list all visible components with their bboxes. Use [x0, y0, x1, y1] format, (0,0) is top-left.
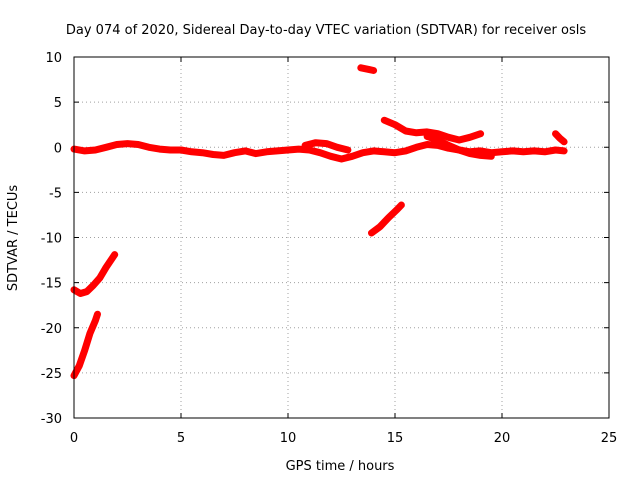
series-late-hook: [552, 130, 568, 146]
y-tick-label: -10: [41, 232, 62, 247]
data-series: [70, 64, 568, 380]
series-lowest-segment: [70, 310, 101, 380]
y-axis-label: SDTVAR / TECUs: [6, 185, 21, 292]
x-tick-label: 0: [70, 431, 78, 446]
y-tick-label: -20: [41, 322, 62, 337]
x-tick-label: 20: [494, 431, 511, 446]
series-main-band: [70, 140, 568, 163]
series-upper-hump: [301, 139, 352, 154]
x-axis-label: GPS time / hours: [286, 459, 395, 474]
x-tick-label: 15: [387, 431, 404, 446]
y-tick-label: -15: [41, 277, 62, 292]
y-tick-label: 5: [54, 96, 62, 111]
y-tick-label: -25: [41, 367, 62, 382]
chart-title: Day 074 of 2020, Sidereal Day-to-day VTE…: [66, 23, 586, 38]
series-mid-segment: [368, 201, 405, 237]
series-high-segment: [357, 64, 378, 74]
x-tick-label: 10: [280, 431, 297, 446]
axis-ticks: 0 5 10 15 20 25 10 5 0 -5 -10 -15 -20 -25 -30: [41, 51, 618, 446]
series-rising-arc: [380, 116, 485, 144]
y-tick-label: 10: [45, 51, 62, 66]
y-tick-label: -30: [41, 412, 62, 427]
x-tick-label: 5: [177, 431, 185, 446]
series-descending-arc: [423, 132, 495, 160]
x-tick-label: 25: [601, 431, 618, 446]
y-tick-label: 0: [54, 141, 62, 156]
y-tick-label: -5: [49, 186, 62, 201]
series-low-arc: [70, 251, 119, 297]
plot-frame: [73, 56, 610, 419]
grid: [74, 57, 609, 418]
